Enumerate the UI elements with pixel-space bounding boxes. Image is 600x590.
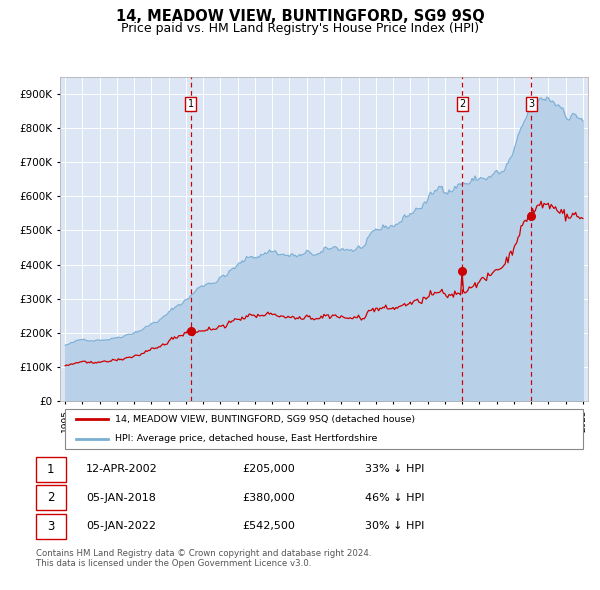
Text: 1: 1 <box>47 463 55 476</box>
Text: Contains HM Land Registry data © Crown copyright and database right 2024.
This d: Contains HM Land Registry data © Crown c… <box>35 549 371 568</box>
Text: 2: 2 <box>459 99 466 109</box>
Text: HPI: Average price, detached house, East Hertfordshire: HPI: Average price, detached house, East… <box>115 434 378 444</box>
Text: 05-JAN-2018: 05-JAN-2018 <box>86 493 155 503</box>
Text: 3: 3 <box>47 520 55 533</box>
Text: 30% ↓ HPI: 30% ↓ HPI <box>365 521 424 531</box>
Text: 3: 3 <box>528 99 534 109</box>
Text: £542,500: £542,500 <box>242 521 295 531</box>
Text: 1: 1 <box>188 99 194 109</box>
Text: 46% ↓ HPI: 46% ↓ HPI <box>365 493 424 503</box>
Text: 2: 2 <box>47 491 55 504</box>
Text: £205,000: £205,000 <box>242 464 295 474</box>
Text: £380,000: £380,000 <box>242 493 295 503</box>
Text: 12-APR-2002: 12-APR-2002 <box>86 464 158 474</box>
Text: 14, MEADOW VIEW, BUNTINGFORD, SG9 9SQ (detached house): 14, MEADOW VIEW, BUNTINGFORD, SG9 9SQ (d… <box>115 415 416 424</box>
Text: Price paid vs. HM Land Registry's House Price Index (HPI): Price paid vs. HM Land Registry's House … <box>121 22 479 35</box>
Text: 14, MEADOW VIEW, BUNTINGFORD, SG9 9SQ: 14, MEADOW VIEW, BUNTINGFORD, SG9 9SQ <box>116 9 484 24</box>
Text: 33% ↓ HPI: 33% ↓ HPI <box>365 464 424 474</box>
Text: 05-JAN-2022: 05-JAN-2022 <box>86 521 156 531</box>
